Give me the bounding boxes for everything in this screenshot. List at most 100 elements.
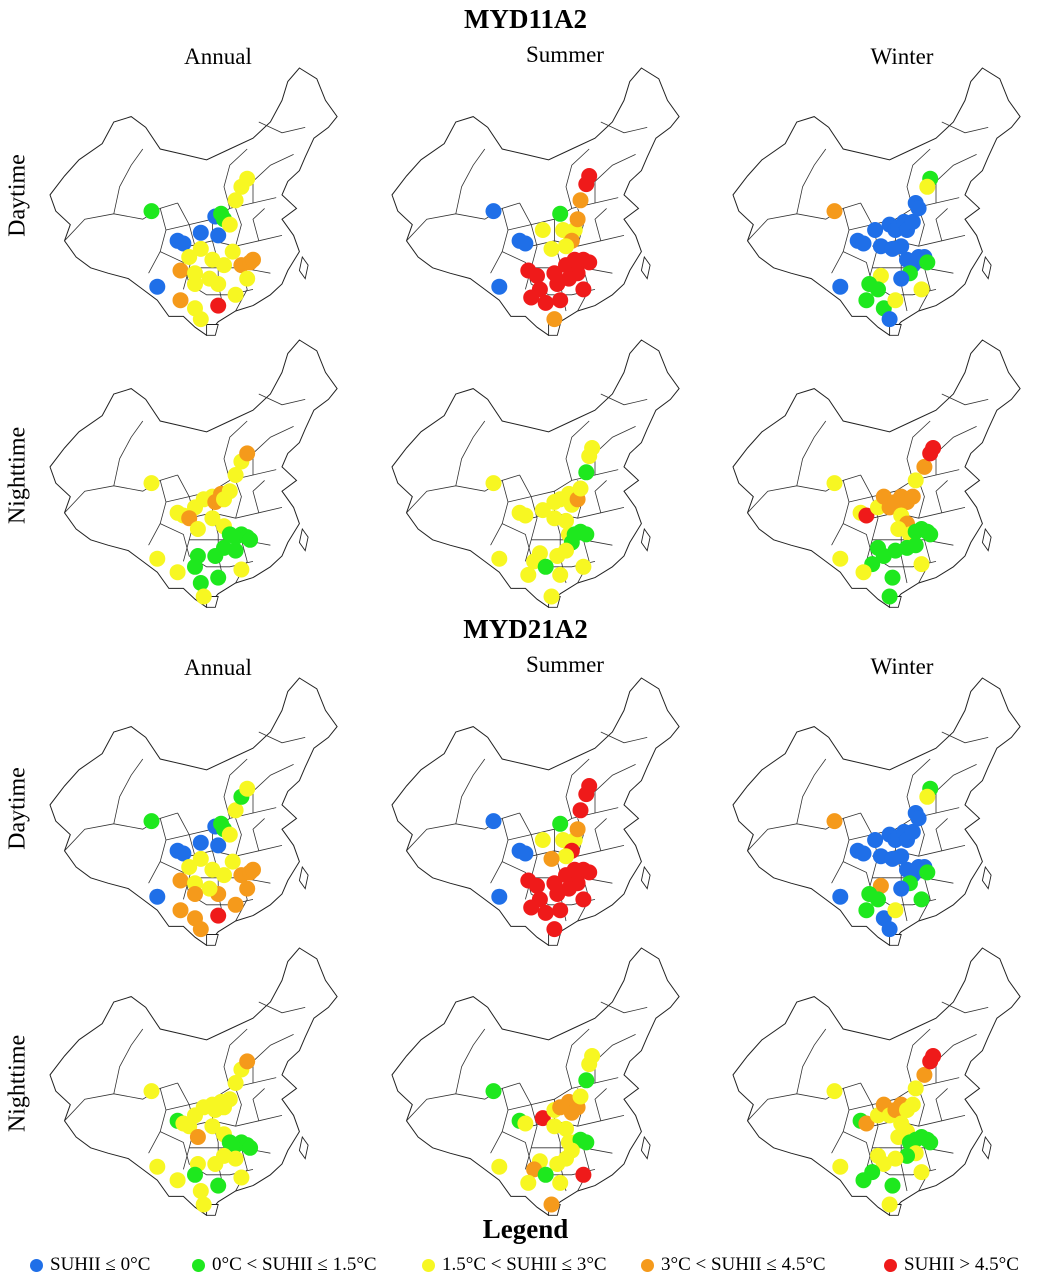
city-point xyxy=(907,472,924,489)
province-boundary xyxy=(64,202,178,242)
city-point xyxy=(491,550,508,567)
city-point xyxy=(227,802,244,819)
city-point xyxy=(919,788,936,805)
province-boundary xyxy=(935,480,948,513)
province-boundary xyxy=(848,469,960,503)
island-boundary-taiwan xyxy=(640,1135,651,1160)
city-point xyxy=(575,558,592,575)
legend-swatch-orange xyxy=(641,1258,654,1272)
legend-label: 3°C < SUHII ≤ 4.5°C xyxy=(661,1254,826,1275)
island-boundary-hainan xyxy=(889,934,902,946)
province-boundary xyxy=(406,1082,520,1122)
city-point xyxy=(855,564,872,581)
province-boundary xyxy=(258,393,306,406)
province-boundary xyxy=(796,1028,827,1094)
city-point xyxy=(922,526,939,543)
city-point xyxy=(517,1115,534,1132)
country-boundary xyxy=(732,677,1021,946)
province-boundary xyxy=(235,1088,242,1127)
province-boundary xyxy=(747,1082,861,1122)
city-point xyxy=(537,558,554,575)
province-boundary xyxy=(148,208,167,274)
city-point xyxy=(149,1158,166,1175)
city-point xyxy=(925,1048,942,1064)
province-boundary xyxy=(406,202,520,242)
china-map xyxy=(732,67,1021,336)
city-point xyxy=(875,1156,892,1172)
city-point xyxy=(907,1080,924,1097)
province-boundary xyxy=(796,420,827,486)
city-point xyxy=(552,205,569,222)
city-point xyxy=(195,588,212,605)
map-panel-myd11a2-nighttime-winter xyxy=(732,339,1023,610)
city-point xyxy=(572,802,589,819)
province-boundary xyxy=(935,208,948,241)
city-point xyxy=(239,170,256,187)
product-title-myd21a2: MYD21A2 xyxy=(463,614,588,644)
city-point xyxy=(485,1083,502,1100)
city-point xyxy=(210,569,227,586)
province-boundary xyxy=(258,1001,306,1014)
city-point xyxy=(904,823,921,840)
province-boundary xyxy=(941,731,989,744)
city-point xyxy=(181,1118,198,1135)
city-point xyxy=(210,297,227,314)
city-point xyxy=(884,240,901,257)
city-point xyxy=(919,178,936,195)
city-point xyxy=(578,464,595,481)
map-panel-myd11a2-daytime-summer xyxy=(391,67,682,338)
city-point xyxy=(858,1115,875,1132)
province-boundary xyxy=(565,420,590,481)
city-point xyxy=(881,1196,898,1213)
city-point xyxy=(575,1166,592,1183)
province-boundary xyxy=(148,480,167,546)
city-point xyxy=(916,458,933,475)
city-point xyxy=(485,813,502,830)
island-boundary-taiwan xyxy=(981,865,992,890)
city-point xyxy=(227,467,244,483)
country-boundary xyxy=(732,947,1021,1216)
province-boundary xyxy=(113,1028,144,1094)
city-point xyxy=(175,235,192,252)
province-boundary xyxy=(918,267,931,312)
province-boundary xyxy=(935,818,948,851)
city-point xyxy=(534,222,551,238)
province-boundary xyxy=(906,1028,931,1089)
legend-item: 3°C < SUHII ≤ 4.5°C xyxy=(641,1254,826,1276)
city-point xyxy=(913,556,930,573)
city-point xyxy=(201,880,218,897)
city-point xyxy=(187,1166,203,1183)
province-boundary xyxy=(258,731,306,744)
row-label-daytime: Daytime xyxy=(4,767,31,850)
city-point xyxy=(919,864,936,881)
province-boundary xyxy=(935,426,977,475)
city-point xyxy=(172,872,189,889)
city-point xyxy=(523,289,540,306)
china-map xyxy=(391,67,680,336)
city-point xyxy=(855,1172,872,1189)
city-point xyxy=(485,203,502,220)
city-point xyxy=(204,1118,221,1135)
city-point xyxy=(543,1196,560,1213)
city-point xyxy=(581,168,598,184)
city-point xyxy=(172,262,189,279)
city-point xyxy=(221,826,238,843)
china-map xyxy=(49,677,338,946)
city-point xyxy=(242,1139,259,1156)
city-point xyxy=(143,203,160,220)
city-point xyxy=(855,845,872,862)
province-boundary xyxy=(594,1088,607,1121)
city-point xyxy=(581,864,598,881)
legend-label: SUHII ≤ 0°C xyxy=(50,1254,151,1275)
city-point xyxy=(925,440,942,456)
city-point xyxy=(904,213,921,230)
city-point xyxy=(887,902,904,919)
city-point xyxy=(913,891,930,908)
city-point xyxy=(221,216,238,233)
city-point xyxy=(239,445,256,462)
country-boundary xyxy=(391,947,680,1216)
product-title-myd11a2: MYD11A2 xyxy=(464,4,587,34)
province-boundary xyxy=(935,764,977,813)
province-boundary xyxy=(594,764,636,813)
city-point xyxy=(575,891,592,908)
